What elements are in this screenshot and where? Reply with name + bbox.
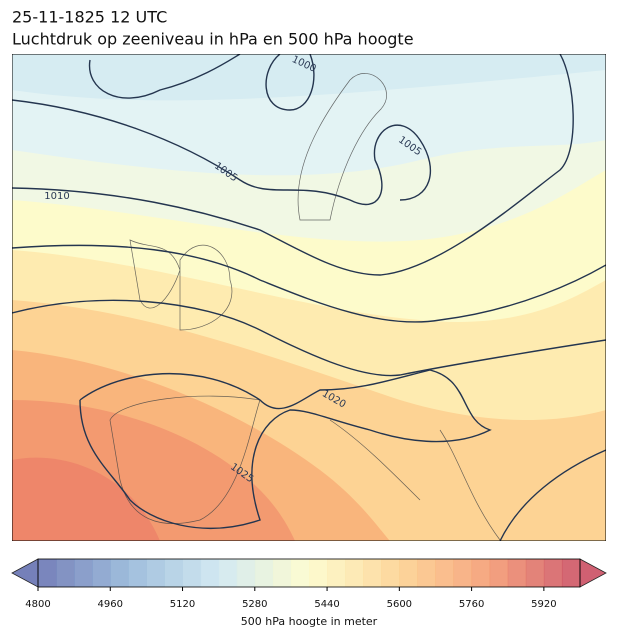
colorbar-band	[200, 559, 220, 587]
colorbar-tick-label: 5280	[242, 599, 267, 610]
colorbar-band	[471, 559, 491, 587]
colorbar-tick-label: 5600	[387, 599, 412, 610]
isobar	[12, 99, 431, 206]
colorbar-band	[381, 559, 400, 587]
colorbar-tick-label: 5440	[314, 599, 339, 610]
contour-label: 1010	[44, 191, 69, 202]
isobar	[79, 369, 492, 529]
colorbar-tick-label: 5920	[531, 599, 556, 610]
colorbar-tick-label: 5120	[170, 599, 195, 610]
colorbar-band	[417, 559, 436, 587]
map-title: 25-11-1825 12 UTC	[12, 8, 167, 27]
isobar	[265, 54, 315, 111]
colorbar-band	[363, 559, 382, 587]
colorbar-band	[327, 559, 346, 587]
colorbar-extend-low	[11, 558, 39, 588]
colorbar-label: 500 hPa hoogte in meter	[241, 615, 378, 628]
colorbar-tick-label: 4800	[25, 599, 50, 610]
colorbar-band	[182, 559, 202, 587]
colorbar-band	[56, 559, 75, 587]
colorbar-band	[435, 559, 455, 587]
colorbar-band	[399, 559, 418, 587]
colorbar-band	[290, 559, 310, 587]
isobar	[12, 299, 606, 377]
colorbar-band	[507, 559, 527, 587]
colorbar-band	[543, 559, 563, 587]
colorbar-band	[525, 559, 545, 587]
colorbar-band	[128, 559, 147, 587]
colorbar-frame	[37, 558, 581, 588]
coastline	[109, 73, 501, 541]
colorbar-band	[345, 559, 364, 587]
map-subtitle: Luchtdruk op zeeniveau in hPa en 500 hPa…	[12, 30, 414, 49]
isobar	[499, 449, 606, 541]
height-band	[12, 457, 160, 541]
colorbar-band	[218, 559, 238, 587]
colorbar: 4800 4960 5120 5280 5440 5600 5760 5920	[11, 558, 607, 610]
isobar	[12, 54, 574, 276]
colorbar-band	[146, 559, 165, 587]
colorbar-band	[254, 559, 274, 587]
colorbar-extend-high	[579, 558, 607, 588]
colorbar-tick-label: 4960	[98, 599, 123, 610]
isobar	[12, 244, 606, 323]
colorbar-band	[453, 559, 473, 587]
colorbar-band	[236, 559, 256, 587]
colorbar-band	[164, 559, 184, 587]
colorbar-band	[561, 559, 581, 587]
colorbar-band	[92, 559, 111, 587]
colorbar-band	[272, 559, 292, 587]
colorbar-band	[110, 559, 129, 587]
isobar	[88, 54, 241, 99]
colorbar-band	[309, 559, 328, 587]
colorbar-band	[489, 559, 509, 587]
colorbar-band	[38, 559, 57, 587]
map-area	[12, 54, 606, 541]
colorbar-band	[74, 559, 93, 587]
colorbar-tick-label: 5760	[459, 599, 484, 610]
